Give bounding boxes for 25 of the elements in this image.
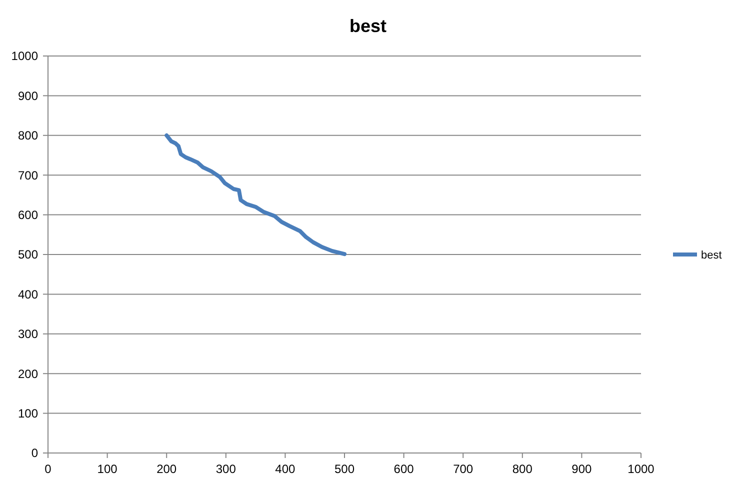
x-tick-label: 200 (156, 462, 177, 476)
x-tick-label: 100 (97, 462, 118, 476)
y-tick-label: 400 (18, 287, 38, 302)
x-tick-label: 700 (453, 462, 474, 476)
y-tick-label: 0 (31, 446, 38, 460)
x-tick-label: 400 (275, 462, 296, 476)
y-tick-label: 500 (18, 248, 38, 262)
y-tick-label: 900 (18, 88, 38, 103)
x-tick-label: 600 (394, 462, 414, 476)
y-tick-label: 700 (18, 168, 38, 182)
y-tick-label: 300 (18, 327, 38, 342)
x-tick-label: 0 (44, 462, 52, 476)
x-tick-label: 1000 (628, 462, 655, 476)
x-tick-label: 900 (572, 462, 592, 476)
y-tick-label: 600 (18, 208, 38, 222)
y-tick-label: 100 (18, 406, 38, 420)
chart-title: best (349, 16, 387, 36)
y-tick-label: 800 (18, 128, 38, 143)
x-tick-label: 800 (512, 462, 533, 476)
y-tick-label: 1000 (11, 49, 38, 64)
legend-label: best (701, 249, 722, 262)
line-series (164, 133, 346, 256)
y-tick-label: 200 (18, 366, 38, 381)
x-tick-label: 500 (334, 462, 355, 476)
x-tick-label: 300 (216, 462, 236, 476)
